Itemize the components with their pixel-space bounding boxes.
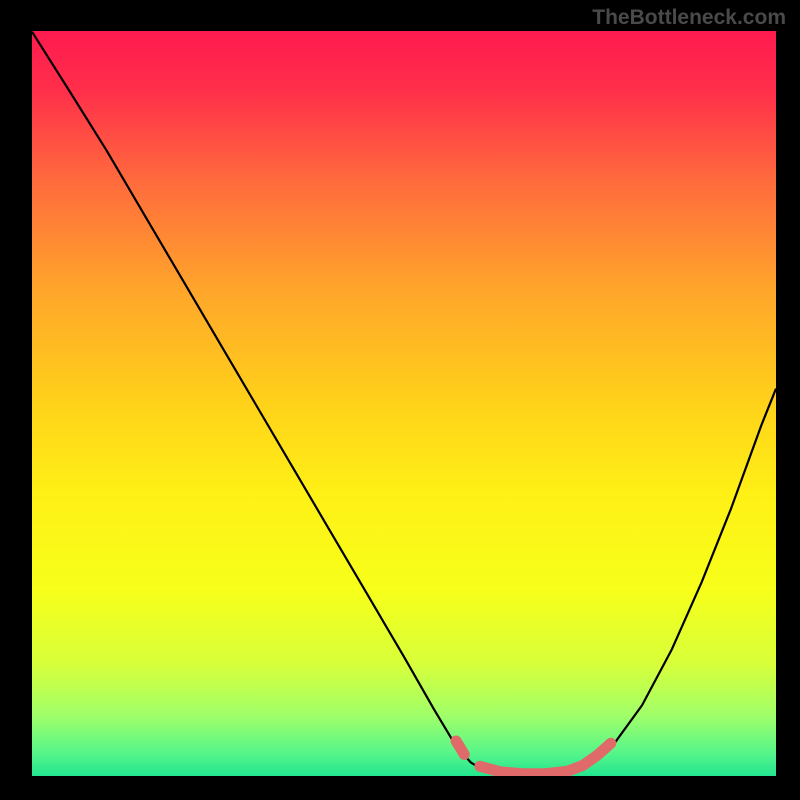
highlight-group <box>456 741 611 774</box>
curve-layer <box>32 31 776 776</box>
plot-area <box>32 31 776 776</box>
watermark-text: TheBottleneck.com <box>592 6 786 30</box>
highlight-segment-1 <box>480 743 611 774</box>
bottleneck-curve <box>32 32 776 776</box>
highlight-segment-0 <box>456 741 464 754</box>
